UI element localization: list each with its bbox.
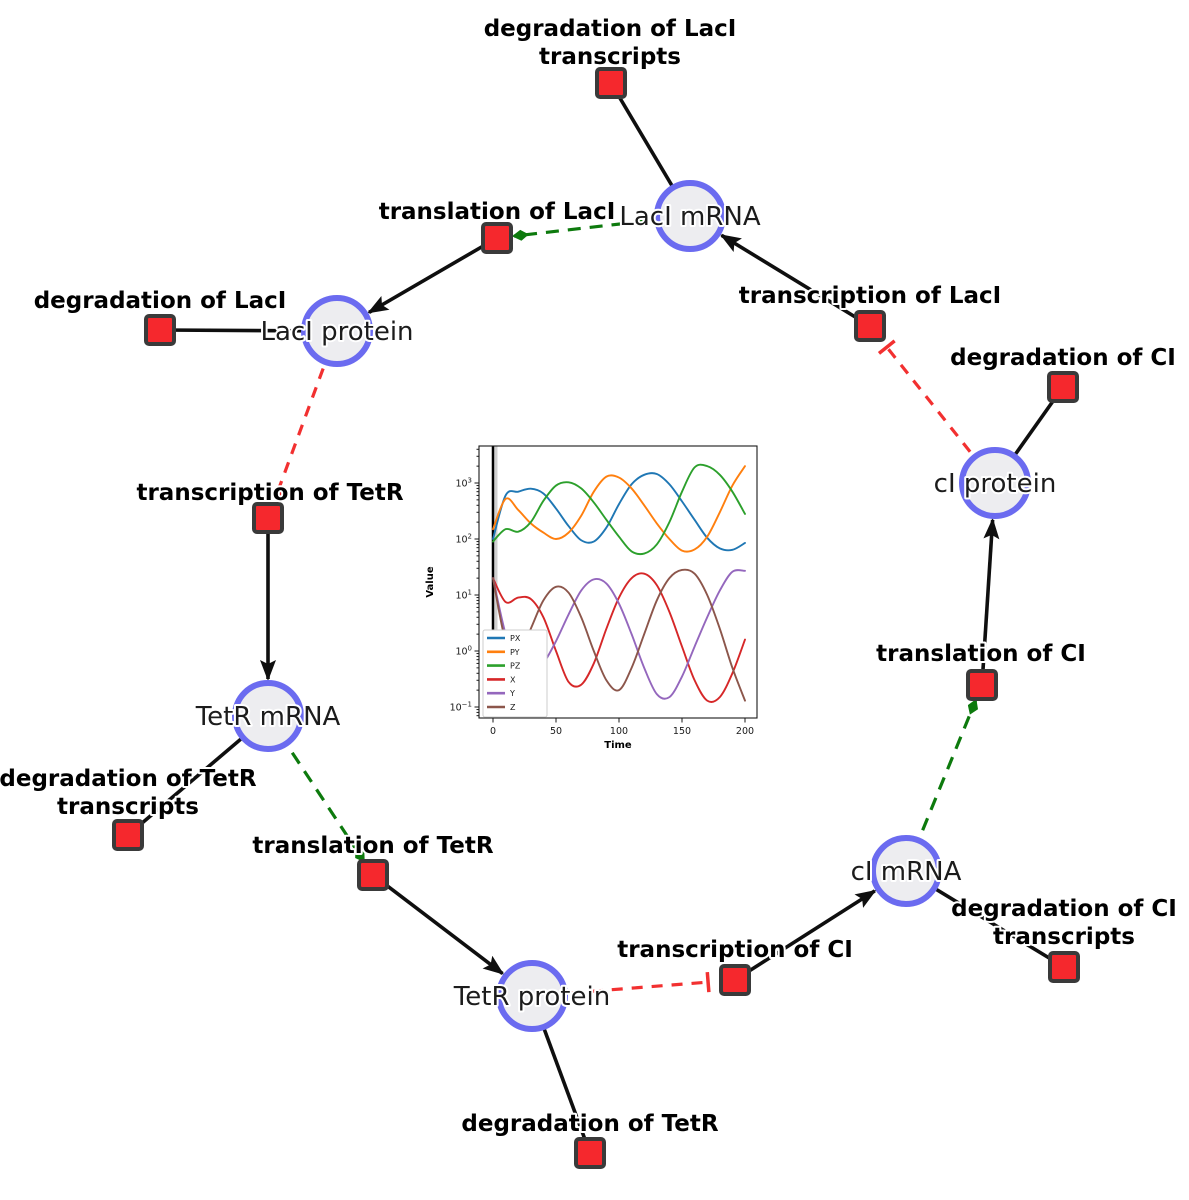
series-line-py (492, 465, 746, 553)
species-node-laci-mrna[interactable] (654, 180, 726, 252)
edge-product-translation-of-tetr-to-tetr-protein (371, 873, 505, 976)
reaction-node-degradation-of-tetr-transcripts[interactable] (112, 819, 144, 851)
reaction-label-degradation-of-laci-transcripts: degradation of LacI transcripts (484, 16, 737, 70)
series-line-x (492, 572, 746, 703)
reaction-label-degradation-of-tetr-transcripts: degradation of TetR transcripts (0, 766, 257, 820)
reaction-node-translation-of-laci[interactable] (481, 222, 513, 254)
series-line-px (492, 472, 746, 552)
reaction-node-degradation-of-laci[interactable] (144, 314, 176, 346)
reaction-node-transcription-of-ci[interactable] (719, 964, 751, 996)
edge-product-translation-of-laci-to-laci-protein (367, 236, 498, 314)
species-label-ci-protein: cI protein (934, 469, 1057, 499)
series-line-pz (492, 463, 746, 556)
plot-axes: 103 102 101 100 10−1 0 50 100 150 200 Time Value (425, 445, 758, 751)
reaction-label-transcription-of-laci: transcription of LacI (739, 283, 1002, 309)
species-node-laci-protein[interactable] (301, 295, 373, 367)
x-tick-label: 0 (490, 726, 496, 737)
y-tick-label: 10−1 (450, 701, 472, 714)
y-tick-label: 100 (455, 645, 472, 658)
reaction-label-translation-of-ci: translation of CI (876, 641, 1086, 667)
species-label-laci-protein: LacI protein (260, 317, 413, 347)
edge-product-transcription-of-laci-to-laci-mrna (719, 233, 871, 328)
reaction-label-translation-of-tetr: translation of TetR (252, 833, 493, 859)
reaction-node-translation-of-tetr[interactable] (357, 859, 389, 891)
reaction-label-degradation-of-ci: degradation of CI (950, 345, 1176, 371)
reaction-label-transcription-of-ci: transcription of CI (617, 937, 853, 963)
series-line-z (492, 568, 746, 702)
x-tick-label: 100 (610, 726, 628, 737)
legend-label-px: PX (510, 634, 521, 643)
reaction-label-translation-of-laci: translation of LacI (379, 199, 616, 225)
species-label-ci-mrna: cI mRNA (851, 857, 962, 887)
reaction-node-degradation-of-ci[interactable] (1047, 371, 1079, 403)
reaction-node-degradation-of-tetr[interactable] (574, 1137, 606, 1169)
nodes-layer (112, 67, 1080, 1169)
legend-label-z: Z (510, 703, 516, 712)
plot-series (492, 463, 746, 703)
plot-legend: PX PY PZ XYZ (482, 629, 548, 718)
y-tick-label: 102 (455, 533, 472, 546)
reaction-label-transcription-of-tetr: transcription of TetR (136, 480, 403, 506)
reaction-label-degradation-of-tetr: degradation of TetR (461, 1111, 718, 1137)
x-axis-label: Time (604, 740, 632, 751)
x-tick-label: 150 (673, 726, 691, 737)
species-node-tetr-protein[interactable] (496, 960, 568, 1032)
labels-layer: degradation of LacI transcripts translatio… (0, 14, 1179, 1139)
simulation-inset-plot: 103 102 101 100 10−1 0 50 100 150 200 Time Value PX… (425, 445, 758, 751)
species-node-ci-mrna[interactable] (870, 835, 942, 907)
species-label-laci-mrna: LacI mRNA (619, 202, 760, 232)
edge-product-transcription-of-ci-to-ci-mrna (734, 889, 877, 982)
y-axis-label: Value (425, 566, 436, 597)
species-label-tetr-mrna: TetR mRNA (195, 702, 341, 732)
legend-label-y: Y (509, 689, 515, 698)
species-label-tetr-protein: TetR protein (453, 982, 610, 1012)
legend-label-x: X (510, 675, 516, 684)
reaction-node-degradation-of-laci-transcripts[interactable] (595, 67, 627, 99)
species-node-ci-protein[interactable] (959, 447, 1031, 519)
reaction-node-degradation-of-ci-transcripts[interactable] (1048, 951, 1080, 983)
reaction-label-degradation-of-laci: degradation of LacI (34, 288, 287, 314)
legend-label-pz: PZ (510, 662, 521, 671)
y-tick-label: 103 (455, 477, 472, 490)
x-tick-label: 50 (550, 726, 562, 737)
reaction-node-transcription-of-laci[interactable] (854, 310, 886, 342)
reaction-label-degradation-of-ci-transcripts: degradation of CI transcripts (951, 896, 1177, 950)
legend-label-py: PY (510, 648, 520, 657)
edge-product-translation-of-ci-to-ci-protein (980, 517, 1000, 686)
x-tick-label: 200 (736, 726, 754, 737)
y-tick-label: 101 (455, 589, 472, 602)
reaction-node-transcription-of-tetr[interactable] (252, 502, 284, 534)
species-node-tetr-mrna[interactable] (232, 680, 304, 752)
reaction-node-translation-of-ci[interactable] (966, 669, 998, 701)
